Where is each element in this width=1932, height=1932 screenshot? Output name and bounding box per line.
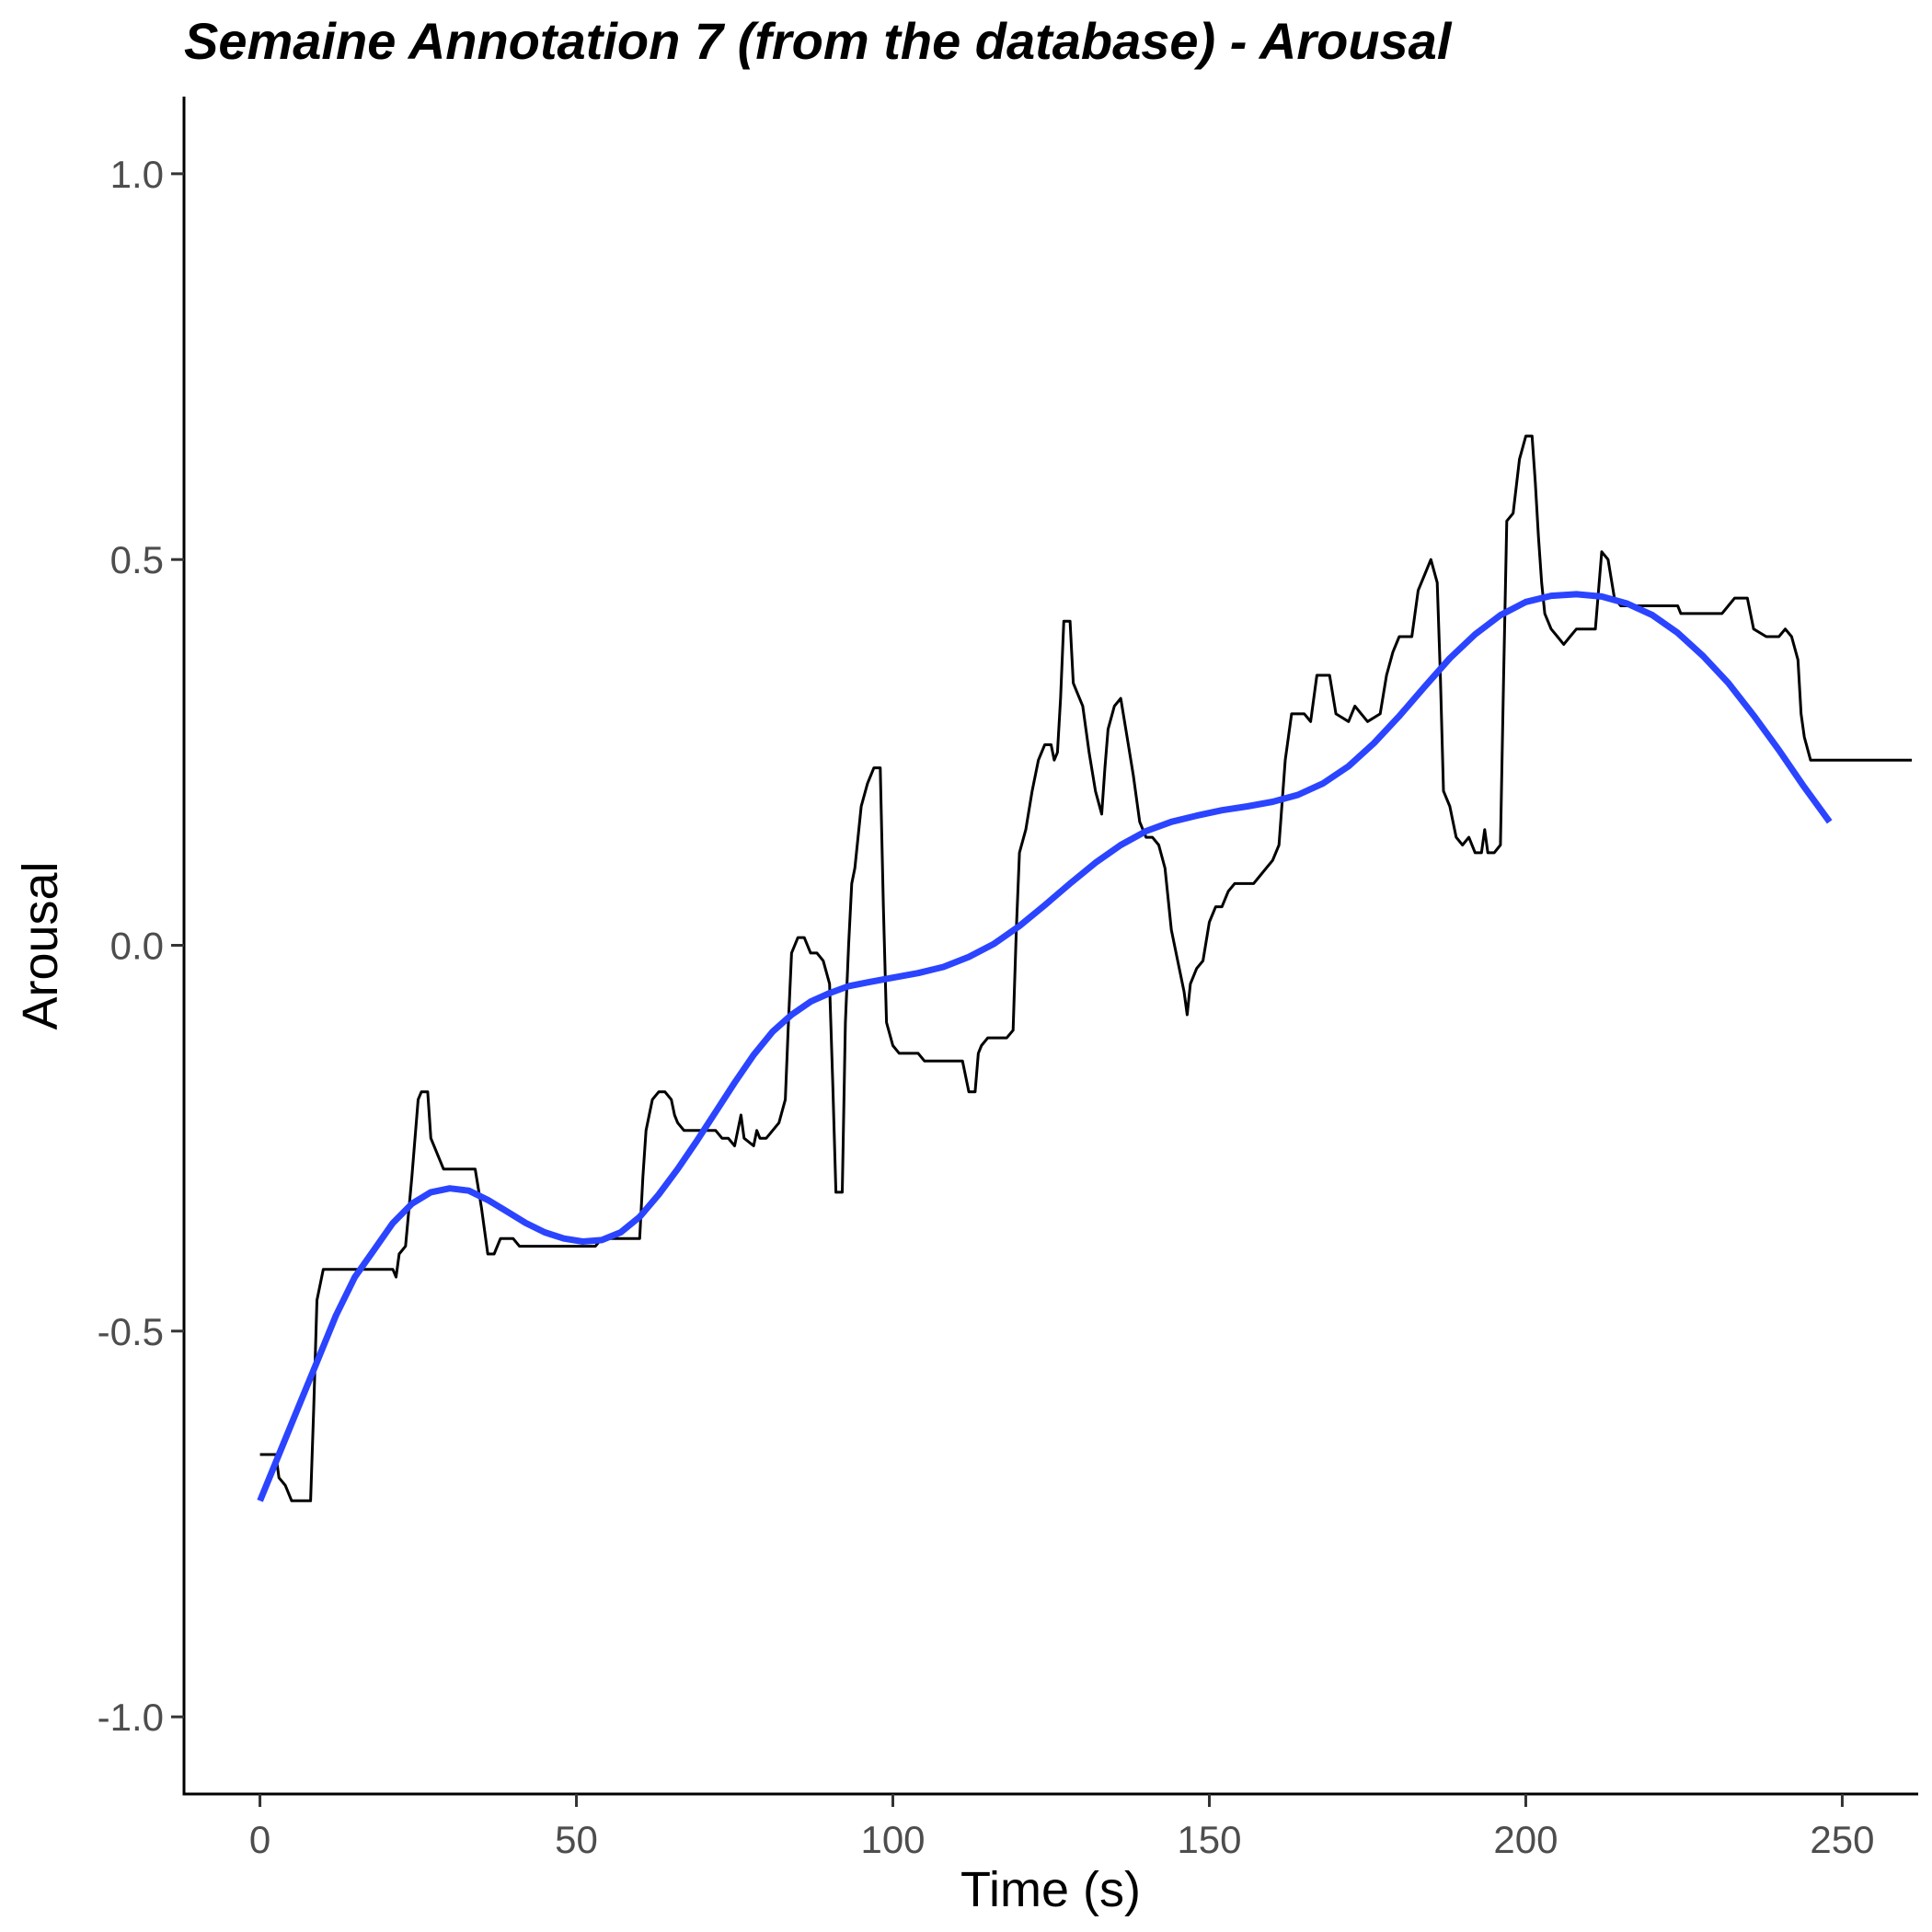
y-tick-label: -1.0 <box>98 1696 164 1739</box>
chart-title: Semaine Annotation 7 (from the database)… <box>184 12 1453 70</box>
y-ticks: -1.0 -0.5 0.0 0.5 1.0 <box>98 153 184 1739</box>
x-tick-label: 200 <box>1493 1818 1558 1861</box>
x-tick-label: 250 <box>1810 1818 1874 1861</box>
y-tick-label: 1.0 <box>110 153 164 196</box>
y-tick-label: 0.0 <box>110 925 164 968</box>
y-axis-title: Arousal <box>13 861 68 1029</box>
smooth-trend-line <box>257 591 1833 1502</box>
annotation-line <box>259 434 1913 1502</box>
x-tick-label: 50 <box>555 1818 598 1861</box>
series-layer <box>257 434 1913 1502</box>
x-tick-label: 0 <box>249 1818 270 1861</box>
x-tick-label: 150 <box>1177 1818 1241 1861</box>
x-axis-title: Time (s) <box>960 1862 1141 1917</box>
y-tick-label: 0.5 <box>110 538 164 581</box>
y-tick-label: -0.5 <box>98 1310 164 1353</box>
x-ticks: 0 50 100 150 200 250 <box>249 1794 1874 1861</box>
x-tick-label: 100 <box>860 1818 925 1861</box>
